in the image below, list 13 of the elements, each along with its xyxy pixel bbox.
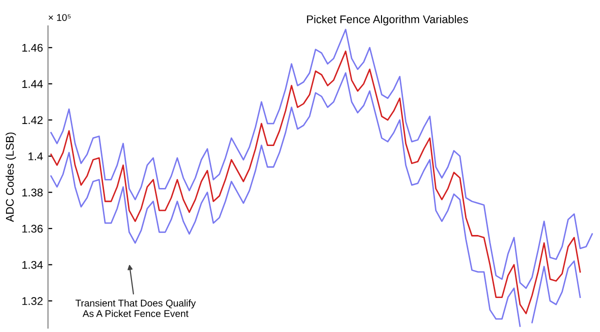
y-tick-label: 1.44 bbox=[22, 80, 43, 88]
y-tick-label: 1.4 bbox=[28, 152, 43, 160]
y-tick-label: 1.32 bbox=[22, 297, 43, 306]
y-tick-label: 1.46 bbox=[22, 44, 43, 52]
chart-title: Picket Fence Algorithm Variables bbox=[307, 15, 468, 26]
text: × 10⁵ bbox=[48, 14, 71, 21]
annotation: Transient That Does Qualify As A Picket Fence Event bbox=[76, 299, 196, 318]
y-axis-title: ADC Codes (LSB) bbox=[6, 132, 16, 222]
y-tick-label: 1.42 bbox=[22, 116, 43, 124]
y-tick-label: 1.38 bbox=[22, 188, 43, 196]
line-series bbox=[50, 28, 593, 289]
y-tick-label: 1.36 bbox=[22, 224, 43, 233]
y-tick-label: 1.34 bbox=[22, 260, 43, 269]
